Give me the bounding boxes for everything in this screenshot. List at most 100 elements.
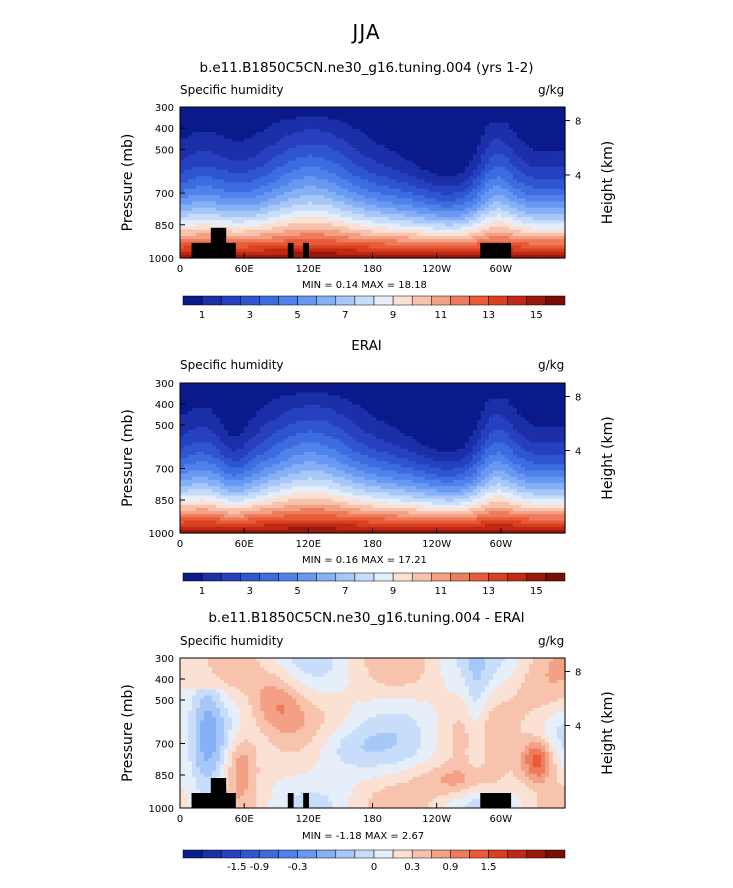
field-cell (416, 166, 422, 171)
field-cell (272, 119, 277, 124)
field-cell (252, 107, 257, 111)
field-cell (268, 166, 273, 171)
field-cell (500, 185, 506, 190)
field-cell (552, 125, 558, 130)
field-cell (468, 132, 474, 136)
field-cell (548, 185, 554, 190)
field-cell (420, 144, 426, 149)
field-cell (288, 141, 293, 146)
field-cell (504, 154, 510, 158)
field-cell (228, 176, 233, 180)
field-cell (396, 157, 402, 162)
field-cell (340, 182, 346, 187)
field-cell (340, 122, 346, 127)
field-cell (404, 122, 410, 127)
field-cell (232, 116, 237, 121)
field-cell (516, 122, 522, 127)
field-cell (252, 129, 257, 133)
field-cell (328, 157, 333, 162)
field-cell (336, 157, 342, 162)
field-cell (552, 191, 558, 196)
field-cell (428, 185, 434, 190)
field-cell (316, 122, 321, 127)
field-cell (312, 188, 317, 193)
field-cell (344, 195, 350, 199)
field-cell (412, 151, 418, 155)
field-cell (220, 166, 225, 171)
field-cell (500, 169, 506, 174)
field-cell (520, 132, 526, 136)
field-cell (348, 138, 354, 143)
field-cell (504, 185, 510, 190)
field-cell (552, 176, 558, 180)
field-cell (524, 147, 530, 152)
field-cell (188, 169, 193, 174)
field-cell (424, 173, 430, 177)
field-cell (272, 125, 277, 130)
field-cell (432, 185, 438, 190)
field-cell (432, 182, 438, 187)
field-cell (220, 169, 225, 174)
field-cell (508, 188, 514, 193)
field-cell (484, 173, 490, 177)
field-cell (328, 173, 333, 177)
field-cell (352, 113, 358, 118)
field-cell (352, 173, 358, 177)
field-cell (408, 182, 414, 187)
field-cell (480, 113, 486, 118)
field-cell (312, 163, 317, 168)
field-cell (480, 138, 486, 143)
field-cell (356, 132, 362, 136)
field-cell (296, 110, 301, 114)
field-cell (392, 176, 398, 180)
field-cell (476, 163, 482, 168)
field-cell (332, 129, 338, 133)
field-cell (424, 138, 430, 143)
field-cell (392, 169, 398, 174)
field-cell (480, 119, 486, 124)
field-cell (452, 113, 458, 118)
field-cell (448, 195, 454, 199)
field-cell (348, 154, 354, 158)
field-cell (516, 160, 522, 165)
field-cell (500, 129, 506, 133)
field-cell (360, 110, 366, 114)
field-cell (208, 169, 213, 174)
field-cell (308, 182, 313, 187)
field-cell (188, 201, 193, 206)
field-cell (404, 147, 410, 152)
field-cell (520, 166, 526, 171)
field-cell (440, 198, 446, 202)
field-cell (404, 144, 410, 149)
field-cell (304, 125, 309, 130)
field-cell (316, 163, 321, 168)
field-cell (472, 166, 478, 171)
field-cell (424, 182, 430, 187)
field-cell (184, 160, 189, 165)
field-cell (272, 147, 277, 152)
field-cell (272, 201, 277, 206)
field-cell (540, 122, 546, 127)
field-cell (544, 144, 550, 149)
field-cell (392, 107, 398, 111)
field-cell (372, 116, 378, 121)
field-cell (424, 129, 430, 133)
field-cell (500, 144, 506, 149)
field-cell (540, 147, 546, 152)
field-cell (256, 169, 261, 174)
colorbar-swatch (488, 295, 508, 306)
field-cell (280, 122, 285, 127)
field-cell (356, 166, 362, 171)
field-cell (232, 173, 237, 177)
field-cell (460, 154, 466, 158)
field-cell (404, 113, 410, 118)
field-cell (380, 132, 386, 136)
field-cell (528, 154, 534, 158)
field-cell (408, 144, 414, 149)
field-cell (332, 110, 338, 114)
field-cell (532, 157, 538, 162)
field-cell (432, 176, 438, 180)
field-cell (380, 195, 386, 199)
colorbar-swatch (450, 295, 470, 306)
field-cell (232, 144, 237, 149)
